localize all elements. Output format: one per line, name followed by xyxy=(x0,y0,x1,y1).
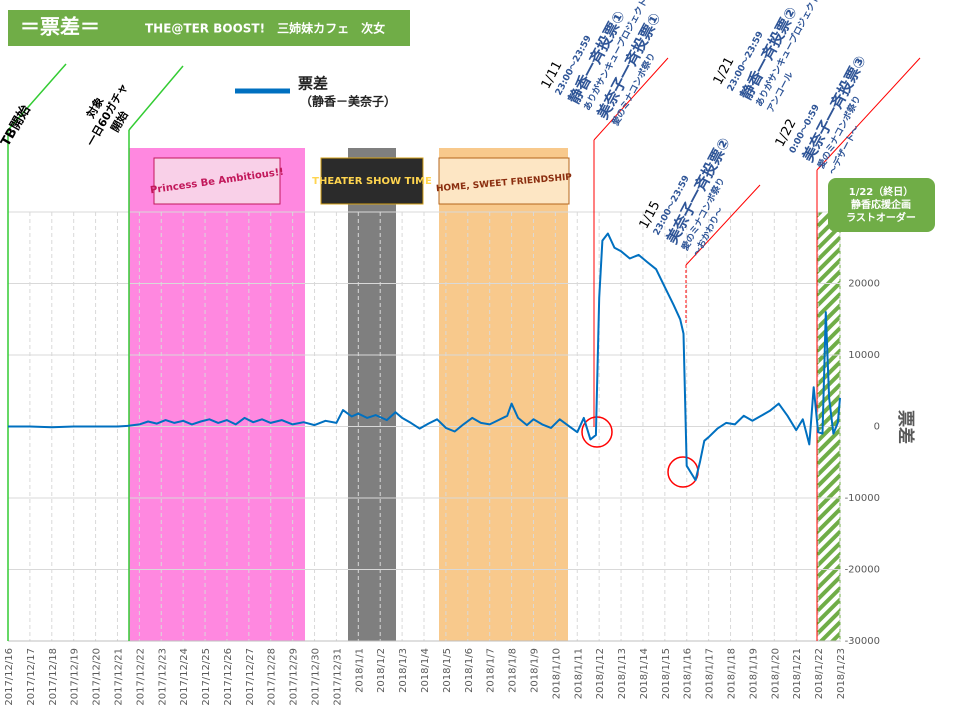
vote-line xyxy=(816,57,921,171)
y-tick-label: 10000 xyxy=(848,350,880,361)
annotation-lines xyxy=(7,57,921,641)
grid xyxy=(7,212,841,642)
marker-line xyxy=(128,65,184,131)
x-tick-label: 2018/1/12 xyxy=(595,648,606,699)
event-logo xyxy=(438,157,570,205)
period-bands xyxy=(129,148,841,642)
x-tick-label: 2017/12/24 xyxy=(179,648,190,706)
x-tick-label: 2018/1/11 xyxy=(573,648,584,699)
legend-label: 票差 xyxy=(298,75,328,93)
chart-title: ＝票差＝ xyxy=(20,15,100,39)
legend-note: （静香－美奈子） xyxy=(300,94,396,109)
event-logos: Princess Be Ambitious!! THEATER SHOW TIM… xyxy=(150,157,573,205)
x-tick-label: 2018/1/23 xyxy=(836,648,847,699)
vote-line xyxy=(685,184,761,266)
y-tick-label: 0 xyxy=(874,422,880,433)
x-tick-label: 2018/1/10 xyxy=(551,648,562,699)
x-tick-label: 2018/1/18 xyxy=(727,648,738,699)
event-band xyxy=(439,148,568,641)
marker-line xyxy=(7,63,67,131)
event-logo xyxy=(320,157,424,205)
event-band xyxy=(129,148,305,641)
last-order-box xyxy=(828,178,935,232)
x-tick-label: 2018/1/8 xyxy=(508,648,519,693)
x-tick-label: 2018/1/3 xyxy=(398,648,409,693)
x-tick-label: 2017/12/16 xyxy=(4,648,15,706)
y-tick-label: -10000 xyxy=(845,493,880,504)
vote-annotation: 1/2123:00～23:59静香一斉投票②ありがサンキュープロジェクトアンコー… xyxy=(711,0,823,115)
x-tick-label: 2017/12/17 xyxy=(26,648,37,706)
x-tick-label: 2018/1/16 xyxy=(683,648,694,699)
x-tick-label: 2017/12/27 xyxy=(245,648,256,706)
x-tick-label: 2018/1/17 xyxy=(705,648,716,699)
x-tick-label: 2018/1/22 xyxy=(814,648,825,699)
x-tick-label: 2018/1/9 xyxy=(529,648,540,693)
last-order-label: 静香応援企画 xyxy=(851,198,911,211)
x-tick-label: 2017/12/31 xyxy=(332,648,343,706)
x-tick-label: 2017/12/21 xyxy=(113,648,124,706)
x-tick-label: 2018/1/7 xyxy=(486,648,497,693)
highlight-circle xyxy=(667,456,699,488)
x-tick-label: 2018/1/2 xyxy=(376,648,387,693)
x-tick-label: 2017/12/28 xyxy=(267,648,278,706)
vote-annotation: 1/1123:00～23:59静香一斉投票①ありがサンキュープロジェクト美奈子一… xyxy=(539,0,665,128)
marker-label: TB開始 xyxy=(0,102,34,149)
x-tick-label: 2017/12/29 xyxy=(289,648,300,706)
x-tick-label: 2018/1/19 xyxy=(748,648,759,699)
data-line xyxy=(8,232,841,482)
marker-text: TB開始 xyxy=(0,102,34,149)
x-tick-label: 2018/1/1 xyxy=(354,648,365,693)
x-tick-label: 2017/12/25 xyxy=(201,648,212,706)
vote-line xyxy=(593,57,669,141)
x-tick-label: 2018/1/6 xyxy=(464,648,475,693)
y-axis-label: 票差 xyxy=(895,410,916,444)
event-band xyxy=(348,148,396,641)
last-order-label: ラストオーダー xyxy=(846,211,916,224)
event-logo-text: THEATER SHOW TIME xyxy=(312,176,432,187)
x-tick-label: 2018/1/21 xyxy=(792,648,803,699)
x-tick-label: 2017/12/30 xyxy=(311,648,322,706)
chart-subtitle: THE@TER BOOST! 三姉妹カフェ 次女 xyxy=(145,21,385,36)
y-tick-label: 20000 xyxy=(848,279,880,290)
x-tick-label: 2017/12/20 xyxy=(92,648,103,706)
title-banner xyxy=(8,10,410,46)
x-tick-label: 2018/1/13 xyxy=(617,648,628,699)
x-tick-label: 2017/12/26 xyxy=(223,648,234,706)
x-tick-label: 2018/1/14 xyxy=(639,648,650,699)
y-tick-label: -30000 xyxy=(845,636,880,647)
x-tick-label: 2017/12/19 xyxy=(70,648,81,706)
x-tick-label: 2018/1/4 xyxy=(420,648,431,693)
last-order-label: 1/22（終日） xyxy=(849,185,914,198)
x-tick-label: 2018/1/5 xyxy=(442,648,453,693)
y-tick-label: -20000 xyxy=(845,565,880,576)
x-tick-label: 2017/12/18 xyxy=(48,648,59,706)
x-tick-label: 2018/1/15 xyxy=(661,648,672,699)
event-logo xyxy=(153,157,281,205)
x-tick-label: 2017/12/22 xyxy=(135,648,146,706)
x-tick-label: 2017/12/23 xyxy=(157,648,168,706)
x-tick-label: 2018/1/20 xyxy=(770,648,781,699)
